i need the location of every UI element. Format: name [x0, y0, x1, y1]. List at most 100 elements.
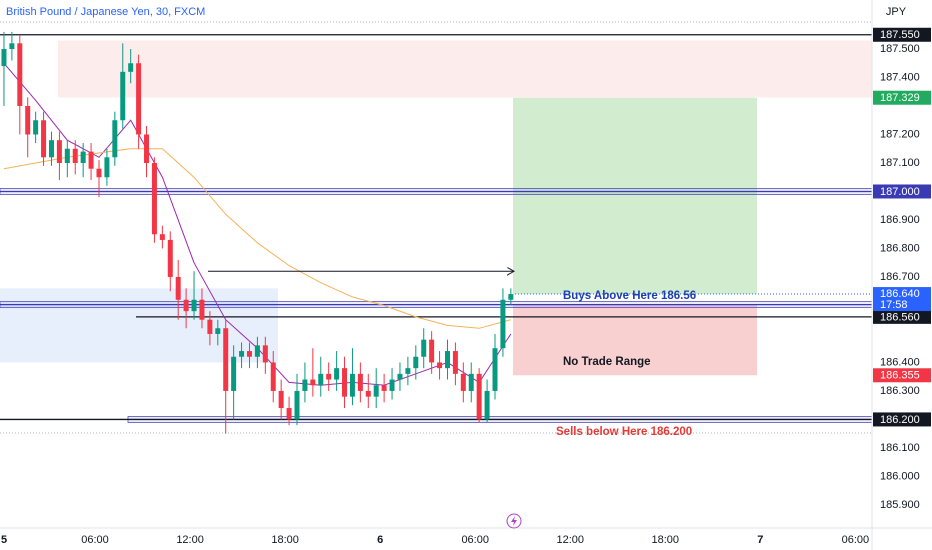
candle-body: [64, 148, 70, 163]
candle-body: [96, 168, 102, 178]
countdown: 17:58: [880, 299, 908, 311]
candle-body: [80, 151, 86, 163]
x-tick-label: 06:00: [842, 534, 870, 546]
level-label: 186.355: [880, 370, 920, 382]
candle-body: [373, 385, 379, 397]
y-tick-label: 186.300: [880, 385, 920, 397]
candle-body: [278, 390, 284, 409]
candle-body: [159, 234, 165, 240]
y-tick-label: 186.100: [880, 442, 920, 454]
level-label: 187.550: [880, 29, 920, 41]
candle-body: [72, 148, 78, 163]
candle-body: [476, 373, 482, 420]
chart-title: British Pound / Japanese Yen, 30, FXCM: [6, 6, 205, 18]
candle-body: [262, 345, 268, 363]
candle-body: [17, 43, 23, 106]
candle-body: [231, 356, 237, 391]
candle-body: [381, 385, 387, 391]
level-label-bg: [873, 27, 931, 42]
level-label-bg: [873, 90, 931, 105]
x-tick-label: 12:00: [176, 534, 204, 546]
moving-average: [3, 148, 511, 329]
currency: JPY: [886, 6, 907, 18]
candle-body: [199, 299, 205, 320]
candle-body: [104, 157, 110, 178]
y-tick-label: 185.900: [880, 499, 920, 511]
candle-body: [175, 276, 181, 300]
candle-body: [215, 328, 221, 334]
level-label: 186.200: [880, 414, 920, 426]
candle-body: [492, 348, 498, 391]
x-tick-label: 06:00: [461, 534, 489, 546]
x-tick-label: 5: [1, 534, 7, 546]
candle-body: [357, 373, 363, 391]
candle-body: [334, 368, 340, 380]
candle-body: [349, 373, 355, 397]
candle-body: [9, 43, 15, 50]
y-tick-label: 187.400: [880, 71, 920, 83]
x-tick-label: 18:00: [652, 534, 680, 546]
annotation: Sells below Here 186.200: [556, 426, 692, 438]
y-tick-label: 186.800: [880, 242, 920, 254]
event-icon[interactable]: [506, 513, 522, 529]
candle-body: [1, 49, 7, 67]
candle-body: [405, 368, 411, 374]
y-tick-label: 186.000: [880, 470, 920, 482]
candle-body: [56, 140, 62, 163]
candle-body: [500, 299, 506, 349]
candle-body: [246, 351, 252, 357]
candle-body: [413, 356, 419, 369]
candle-body: [41, 120, 47, 158]
zone: [58, 40, 872, 98]
y-tick-label: 186.400: [880, 356, 920, 368]
candle-body: [136, 63, 142, 135]
candle-body: [326, 373, 332, 380]
candle-body: [223, 328, 229, 391]
candle-body: [460, 373, 466, 391]
candle-body: [25, 105, 31, 135]
candle-body: [88, 151, 94, 169]
level-label: 187.000: [880, 186, 920, 198]
y-tick-label: 187.100: [880, 157, 920, 169]
x-tick-label: 7: [757, 534, 763, 546]
candle-body: [128, 63, 134, 72]
candle-body: [468, 373, 474, 391]
level-label: 186.560: [880, 311, 920, 323]
level-label-bg: [873, 309, 931, 324]
candle-body: [167, 239, 173, 277]
candle-body: [310, 379, 316, 386]
last-price-bg: [873, 287, 931, 312]
candle-body: [365, 390, 371, 397]
candle-body: [183, 299, 189, 312]
candle-body: [120, 71, 126, 121]
y-tick-label: 186.900: [880, 214, 920, 226]
candle-body: [207, 319, 213, 334]
candle-body: [389, 379, 395, 391]
candle-body: [33, 120, 39, 135]
candle-body: [421, 339, 427, 357]
candle-body: [397, 373, 403, 380]
level-label: 187.329: [880, 92, 920, 104]
candle-body: [112, 120, 118, 158]
zone: [0, 288, 278, 363]
x-tick-label: 06:00: [81, 534, 109, 546]
zone: [513, 97, 757, 295]
candle-body: [151, 162, 157, 235]
candle-body: [342, 368, 348, 397]
candle-body: [484, 390, 490, 420]
candle-body: [444, 351, 450, 369]
candle-body: [429, 339, 435, 363]
candle-body: [286, 408, 292, 420]
level-label-bg: [873, 368, 931, 383]
candle-body: [191, 299, 197, 312]
axis-labels: 187.500 187.400 187.200 187.100 186.900 186.8…: [1, 27, 931, 546]
candle-body: [437, 362, 443, 369]
candle-body: [270, 362, 276, 391]
level-label-bg: [873, 412, 931, 427]
x-tick-label: 18:00: [271, 534, 299, 546]
x-tick-label: 12:00: [556, 534, 584, 546]
level-label-bg: [873, 184, 931, 199]
candle-body: [318, 373, 324, 386]
event-icon-bolt: [511, 516, 517, 526]
